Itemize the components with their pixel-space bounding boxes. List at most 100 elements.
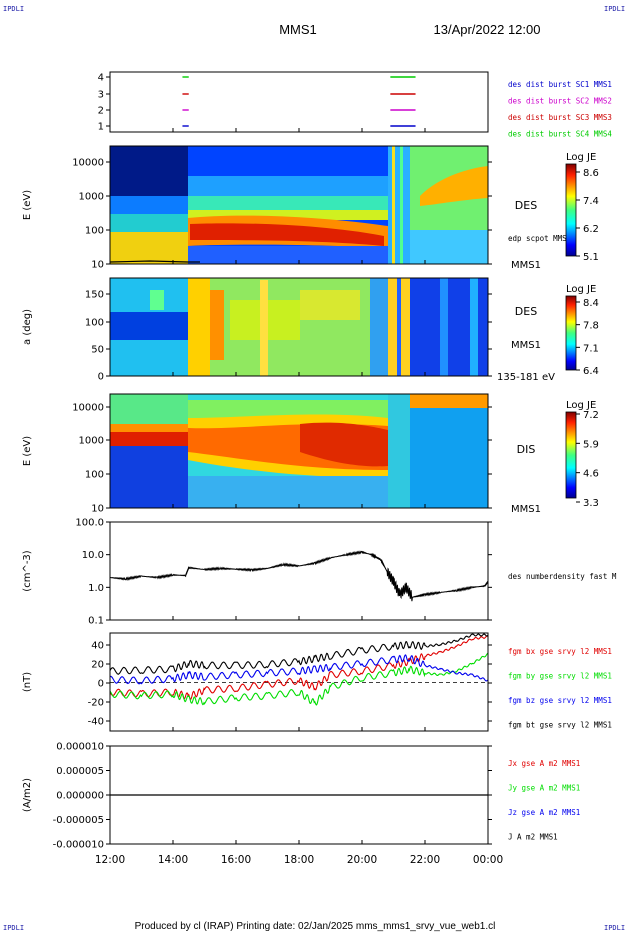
y-tick-label: 20 bbox=[91, 660, 104, 671]
legend-label: fgm bz gse srvy l2 MMS1 bbox=[508, 696, 612, 705]
colorbar-tick-label: 3.3 bbox=[583, 498, 599, 509]
y-tick-label: 100 bbox=[85, 226, 104, 237]
density-series bbox=[110, 550, 488, 602]
panel-frame bbox=[109, 71, 489, 133]
time-axis: 12:00 14:00 16:00 18:00 20:00 22:00 00:00 bbox=[95, 128, 503, 866]
y-tick-label: 1000 bbox=[79, 436, 104, 447]
corner-label: IPDLI bbox=[604, 924, 626, 932]
y-axis-label: (nT) bbox=[22, 672, 33, 692]
corner-label: IPDLI bbox=[604, 5, 626, 13]
legend-label: des dist burst SC4 MMS4 bbox=[508, 130, 612, 139]
legend-label: Jx gse A m2 MMS1 bbox=[508, 759, 580, 768]
x-tick-label: 22:00 bbox=[410, 854, 440, 866]
x-tick-label: 16:00 bbox=[221, 854, 251, 866]
side-label: DIS bbox=[517, 443, 536, 456]
y-tick-label: 100 bbox=[85, 470, 104, 481]
x-tick-label: 00:00 bbox=[473, 854, 503, 866]
colorbar: Log JE 8.6 7.4 6.2 5.1 bbox=[565, 152, 599, 263]
panel-dis-energy: 10000 1000 100 10 E (eV) DIS MMS1 Log JE 7.… bbox=[22, 393, 599, 515]
y-tick-label: -40 bbox=[88, 717, 104, 728]
colorbar-tick-label: 7.1 bbox=[583, 343, 599, 354]
legend-label: Jy gse A m2 MMS1 bbox=[508, 784, 580, 793]
range-label: 135-181 eV bbox=[497, 372, 555, 383]
overlay-label: edp scpot MMS1 bbox=[508, 234, 571, 243]
y-tick-label: 10 bbox=[91, 504, 104, 515]
colorbar: Log JE 7.2 5.9 4.6 3.3 bbox=[565, 400, 599, 509]
panel-des-energy: 10000 1000 100 10 E (eV) DES edp scpot MMS1… bbox=[22, 145, 599, 271]
colorbar-title: Log JE bbox=[566, 400, 596, 411]
legend-label: Jz gse A m2 MMS1 bbox=[508, 808, 580, 817]
y-tick-label: 0 bbox=[98, 679, 104, 690]
colorbar-tick-label: 8.6 bbox=[583, 168, 599, 179]
panel-burst: 4 3 2 1 des dist burst SC1 MMS1 des dist bur… bbox=[98, 71, 612, 139]
y-tick-label: 10.0 bbox=[82, 550, 104, 561]
footer: Produced by cl (IRAP) Printing date: 02/… bbox=[135, 921, 496, 932]
colorbar-tick-label: 6.4 bbox=[583, 366, 599, 377]
y-tick-label: 100 bbox=[85, 318, 104, 329]
colorbar-tick-label: 6.2 bbox=[583, 224, 599, 235]
y-tick-label: 100.0 bbox=[75, 518, 104, 529]
y-axis-label: (A/m2) bbox=[22, 778, 33, 812]
colorbar: Log JE 8.4 7.8 7.1 6.4 bbox=[565, 284, 599, 377]
colorbar-title: Log JE bbox=[566, 284, 596, 295]
y-tick-label: 1 bbox=[98, 122, 104, 133]
colorbar-tick-label: 7.4 bbox=[583, 196, 599, 207]
legend-label: J A m2 MMS1 bbox=[508, 833, 558, 842]
x-tick-label: 18:00 bbox=[284, 854, 314, 866]
y-axis-label: E (eV) bbox=[22, 190, 33, 220]
y-tick-label: 0.000000 bbox=[56, 791, 104, 802]
colorbar-tick-label: 7.2 bbox=[583, 410, 599, 421]
field-series bbox=[110, 635, 488, 700]
bottom-label: MMS1 bbox=[511, 504, 541, 515]
panel-des-pitch: 150 100 50 0 a (deg) DES MMS1 135-181 eV Lo… bbox=[22, 277, 599, 383]
colorbar-tick-label: 8.4 bbox=[583, 298, 599, 309]
x-tick-label: 14:00 bbox=[158, 854, 188, 866]
y-tick-label: 3 bbox=[98, 90, 104, 101]
x-tick-label: 12:00 bbox=[95, 854, 125, 866]
des-pitch-spectrogram bbox=[110, 278, 488, 376]
y-tick-label: 10 bbox=[91, 260, 104, 271]
y-tick-label: 1.0 bbox=[88, 583, 104, 594]
legend-label: fgm bx gse srvy l2 MMS1 bbox=[508, 647, 612, 656]
colorbar-tick-label: 5.9 bbox=[583, 439, 599, 450]
spacecraft-title: MMS1 bbox=[279, 22, 317, 37]
panel-density: 100.0 10.0 1.0 0.1 (cm^-3) des numberdensit… bbox=[22, 518, 617, 627]
y-tick-label: 0 bbox=[98, 372, 104, 383]
y-tick-label: 10000 bbox=[72, 403, 104, 414]
y-tick-label: -0.000005 bbox=[53, 815, 104, 826]
bottom-label: MMS1 bbox=[511, 260, 541, 271]
y-axis-label: a (deg) bbox=[22, 309, 33, 345]
field-series bbox=[110, 654, 488, 685]
bottom-label: MMS1 bbox=[511, 340, 541, 351]
y-axis-label: (cm^-3) bbox=[22, 550, 33, 591]
y-tick-label: 0.000010 bbox=[56, 742, 104, 753]
dis-energy-spectrogram bbox=[110, 394, 488, 508]
y-axis-label: E (eV) bbox=[22, 436, 33, 466]
legend-label: fgm bt gse srvy l2 MMS1 bbox=[508, 721, 612, 730]
colorbar-tick-label: 5.1 bbox=[583, 252, 599, 263]
date-title: 13/Apr/2022 12:00 bbox=[434, 22, 541, 37]
x-tick-label: 20:00 bbox=[347, 854, 377, 866]
corner-label: IPDLI bbox=[3, 924, 25, 932]
legend-label: des dist burst SC2 MMS2 bbox=[508, 97, 612, 106]
colorbar-tick-label: 4.6 bbox=[583, 469, 599, 480]
y-tick-label: 0.1 bbox=[88, 616, 104, 627]
side-label: DES bbox=[515, 199, 537, 212]
colorbar-title: Log JE bbox=[566, 152, 596, 163]
panel-magnetic-field: 40 20 0 -20 -40 (nT) fgm bx gse srvy l2 MMS1… bbox=[22, 632, 612, 732]
y-tick-label: 0.000005 bbox=[56, 766, 104, 777]
field-series bbox=[110, 633, 488, 675]
y-tick-label: 40 bbox=[91, 641, 104, 652]
y-tick-label: 150 bbox=[85, 290, 104, 301]
corner-label: IPDLI bbox=[3, 5, 25, 13]
field-series bbox=[110, 652, 488, 706]
y-tick-label: 10000 bbox=[72, 158, 104, 169]
legend-label: des dist burst SC3 MMS3 bbox=[508, 113, 612, 122]
y-tick-label: 4 bbox=[98, 73, 104, 84]
legend-label: fgm by gse srvy l2 MMS1 bbox=[508, 672, 612, 681]
y-tick-label: -20 bbox=[88, 698, 104, 709]
panel-frame bbox=[109, 521, 489, 621]
colorbar-tick-label: 7.8 bbox=[583, 321, 599, 332]
y-tick-label: -0.000010 bbox=[53, 840, 104, 851]
